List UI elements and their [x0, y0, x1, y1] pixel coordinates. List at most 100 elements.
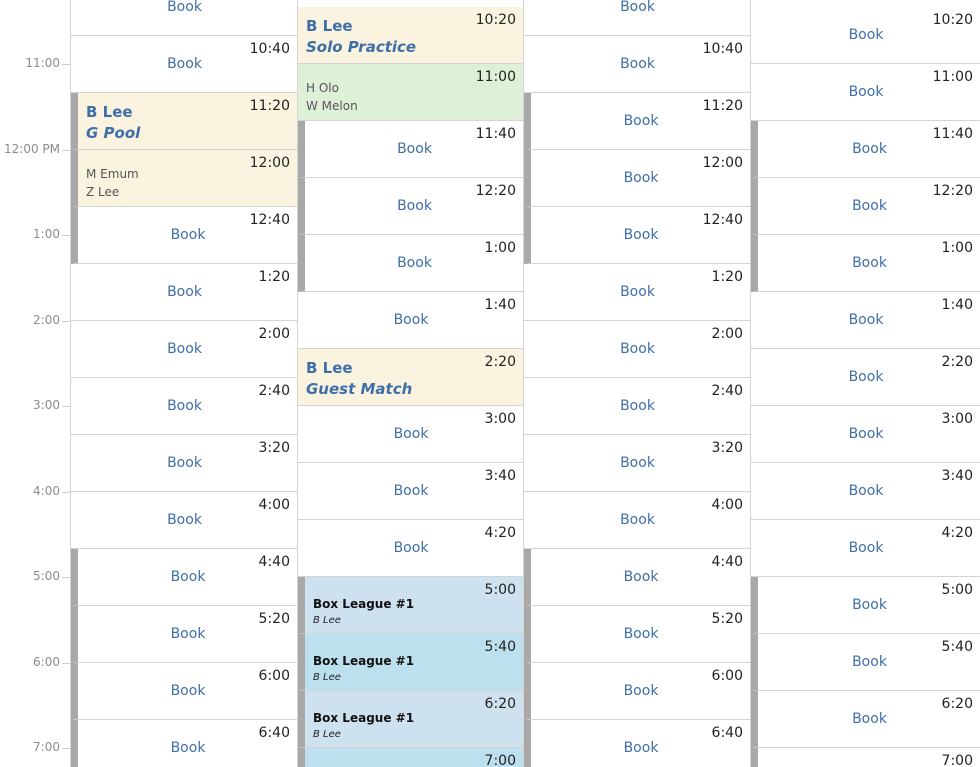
- book-link[interactable]: Book: [623, 626, 659, 642]
- time-slot[interactable]: 1:00 Book: [751, 235, 980, 292]
- league-booking[interactable]: 7:00: [298, 748, 524, 767]
- time-slot[interactable]: 1:20 Book: [71, 264, 298, 321]
- book-link[interactable]: Book: [397, 255, 432, 271]
- book-link[interactable]: Book: [852, 141, 887, 157]
- book-link[interactable]: Book: [167, 455, 202, 471]
- book-link[interactable]: Book: [852, 654, 887, 670]
- book-link[interactable]: Book: [852, 198, 887, 214]
- time-slot[interactable]: 6:00 Book: [71, 663, 298, 720]
- time-slot[interactable]: 4:00 Book: [71, 492, 298, 549]
- time-slot[interactable]: 5:00 Book: [751, 577, 980, 634]
- time-slot[interactable]: 10:20 Book: [751, 7, 980, 64]
- time-slot[interactable]: 11:40 Book: [298, 121, 524, 178]
- time-slot[interactable]: 6:20 Book: [751, 691, 980, 748]
- book-link[interactable]: Book: [852, 255, 887, 271]
- book-link[interactable]: Book: [620, 512, 655, 528]
- book-link[interactable]: Book: [623, 170, 659, 186]
- booking-slot[interactable]: 11:20 B Lee G Pool: [71, 93, 298, 150]
- league-booking[interactable]: 6:20 Box League #1 B Lee: [298, 691, 524, 748]
- book-link[interactable]: Book: [620, 341, 655, 357]
- time-slot[interactable]: 4:20 Book: [298, 520, 524, 577]
- book-link[interactable]: Book: [167, 341, 202, 357]
- booking-slot[interactable]: 11:00 H Olo W Melon: [298, 64, 524, 121]
- time-slot[interactable]: 2:40 Book: [524, 378, 751, 435]
- time-slot[interactable]: 1:40 Book: [298, 292, 524, 349]
- book-link[interactable]: Book: [620, 398, 655, 414]
- book-link[interactable]: Book: [170, 626, 206, 642]
- time-slot[interactable]: 3:40 Book: [751, 463, 980, 520]
- time-slot[interactable]: Book: [524, 0, 751, 36]
- book-link[interactable]: Book: [848, 27, 884, 43]
- book-link[interactable]: Book: [393, 312, 429, 328]
- book-link[interactable]: Book: [167, 56, 202, 72]
- book-link[interactable]: Book: [852, 597, 887, 613]
- book-link[interactable]: Book: [397, 141, 432, 157]
- booking-owner[interactable]: B Lee: [86, 103, 133, 121]
- time-slot[interactable]: 5:20 Book: [71, 606, 298, 663]
- booking-title[interactable]: Solo Practice: [306, 38, 417, 56]
- book-link[interactable]: Book: [620, 0, 655, 15]
- time-slot[interactable]: 4:00 Book: [524, 492, 751, 549]
- book-link[interactable]: Book: [393, 483, 429, 499]
- time-slot[interactable]: 10:40 Book: [524, 36, 751, 93]
- time-slot[interactable]: 1:20 Book: [524, 264, 751, 321]
- time-slot[interactable]: 12:40 Book: [524, 207, 751, 264]
- time-slot[interactable]: Book: [71, 0, 298, 36]
- time-slot[interactable]: 12:20 Book: [298, 178, 524, 235]
- time-slot[interactable]: 3:00 Book: [751, 406, 980, 463]
- time-slot[interactable]: 6:40 Book: [71, 720, 298, 767]
- book-link[interactable]: Book: [848, 540, 884, 556]
- league-name[interactable]: Box League #1: [313, 654, 415, 668]
- time-slot[interactable]: 12:20 Book: [751, 178, 980, 235]
- booking-slot[interactable]: 12:00 M Emum Z Lee: [71, 150, 298, 207]
- time-slot[interactable]: 3:20 Book: [524, 435, 751, 492]
- book-link[interactable]: Book: [167, 398, 202, 414]
- time-slot[interactable]: 1:40 Book: [751, 292, 980, 349]
- time-slot[interactable]: 6:40 Book: [524, 720, 751, 767]
- time-slot[interactable]: 6:00 Book: [524, 663, 751, 720]
- time-slot[interactable]: 11:20 Book: [524, 93, 751, 150]
- time-slot[interactable]: 11:00 Book: [751, 64, 980, 121]
- booking-owner[interactable]: B Lee: [306, 17, 353, 35]
- league-booking[interactable]: 5:00 Box League #1 B Lee: [298, 577, 524, 634]
- time-slot[interactable]: 4:20 Book: [751, 520, 980, 577]
- time-slot[interactable]: 2:40 Book: [71, 378, 298, 435]
- league-booking[interactable]: 5:40 Box League #1 B Lee: [298, 634, 524, 691]
- time-slot[interactable]: 1:00 Book: [298, 235, 524, 292]
- time-slot[interactable]: 4:40 Book: [524, 549, 751, 606]
- time-slot[interactable]: 2:20 Book: [751, 349, 980, 406]
- book-link[interactable]: Book: [170, 227, 206, 243]
- book-link[interactable]: Book: [620, 455, 655, 471]
- book-link[interactable]: Book: [623, 113, 659, 129]
- book-link[interactable]: Book: [167, 512, 202, 528]
- time-slot[interactable]: 5:20 Book: [524, 606, 751, 663]
- book-link[interactable]: Book: [623, 740, 659, 756]
- book-link[interactable]: Book: [167, 284, 202, 300]
- booking-slot[interactable]: 2:20 B Lee Guest Match: [298, 349, 524, 406]
- book-link[interactable]: Book: [848, 84, 884, 100]
- booking-title[interactable]: Guest Match: [306, 380, 413, 398]
- book-link[interactable]: Book: [848, 426, 884, 442]
- book-link[interactable]: Book: [170, 569, 206, 585]
- book-link[interactable]: Book: [623, 569, 659, 585]
- time-slot[interactable]: 4:40 Book: [71, 549, 298, 606]
- booking-title[interactable]: G Pool: [86, 124, 141, 142]
- book-link[interactable]: Book: [170, 740, 206, 756]
- league-name[interactable]: Box League #1: [313, 711, 415, 725]
- book-link[interactable]: Book: [170, 683, 206, 699]
- time-slot[interactable]: 3:40 Book: [298, 463, 524, 520]
- time-slot[interactable]: 12:00 Book: [524, 150, 751, 207]
- time-slot[interactable]: 10:40 Book: [71, 36, 298, 93]
- book-link[interactable]: Book: [393, 540, 429, 556]
- book-link[interactable]: Book: [848, 312, 884, 328]
- booking-slot[interactable]: 10:20 B Lee Solo Practice: [298, 7, 524, 64]
- book-link[interactable]: Book: [848, 483, 884, 499]
- time-slot[interactable]: 2:00 Book: [71, 321, 298, 378]
- booking-owner[interactable]: B Lee: [306, 359, 353, 377]
- book-link[interactable]: Book: [620, 56, 655, 72]
- book-link[interactable]: Book: [852, 711, 887, 727]
- time-slot[interactable]: 12:40 Book: [71, 207, 298, 264]
- time-slot[interactable]: 3:20 Book: [71, 435, 298, 492]
- book-link[interactable]: Book: [848, 369, 884, 385]
